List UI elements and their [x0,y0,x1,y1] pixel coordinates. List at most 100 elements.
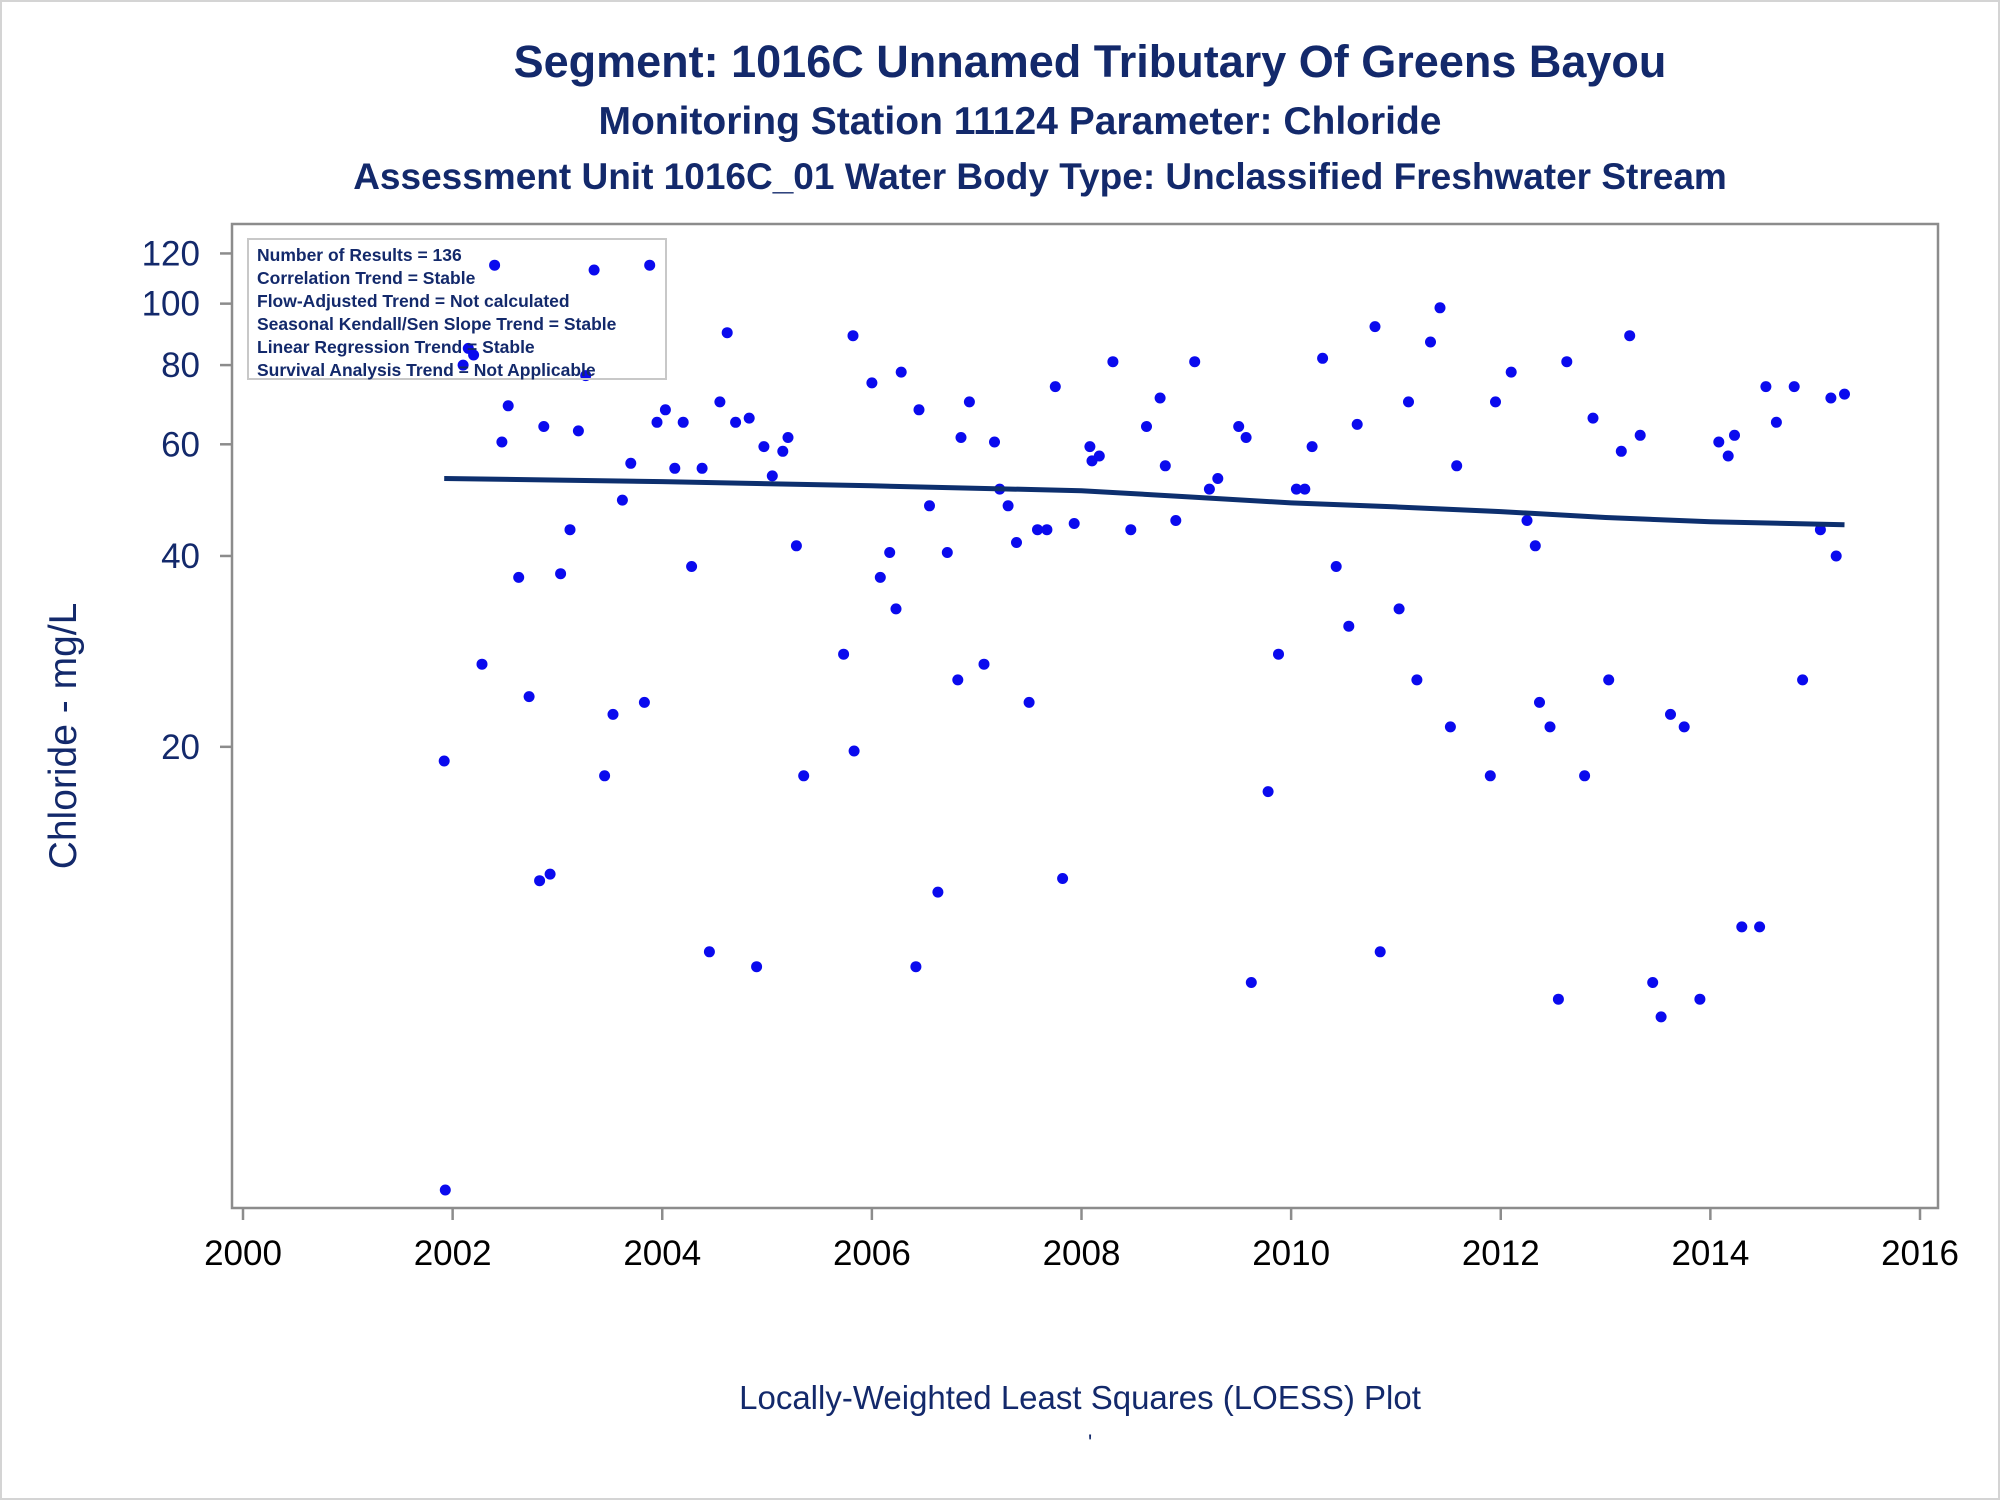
data-point [696,462,708,474]
data-point [730,416,742,428]
plot-area-border [230,222,1940,1210]
data-point [1041,524,1053,536]
data-point [572,425,584,437]
data-point [1343,620,1355,632]
data-point [438,755,450,767]
data-point [1624,330,1636,342]
data-point [1814,524,1826,536]
data-point [1002,500,1014,512]
data-point [798,770,810,782]
data-point [989,436,1000,448]
data-point [1125,524,1137,536]
data-point [1736,921,1748,933]
y-tick-label: 20 [161,728,200,767]
data-point [782,432,794,443]
data-point [1484,770,1496,782]
data-point [651,416,663,428]
data-point [777,445,789,457]
data-point [1011,537,1022,548]
data-point [1552,993,1564,1005]
data-point [1505,366,1517,378]
data-point [1233,421,1245,432]
data-point [1534,696,1545,708]
data-point [1839,388,1850,400]
data-point [978,658,990,670]
data-point [743,412,755,424]
data-point [644,259,656,271]
data-point [1544,721,1556,733]
data-point [890,603,902,615]
data-point [1760,381,1772,393]
data-point [838,648,850,660]
data-point [1212,473,1224,484]
data-point [1203,483,1215,495]
data-point [457,359,469,371]
data-point [1425,336,1436,348]
data-point [751,961,763,973]
data-point [607,708,619,720]
y-tick-label: 80 [161,346,200,385]
data-point [955,432,967,443]
data-point [588,264,600,276]
data-point [669,462,681,474]
data-point [616,494,628,506]
trend-stats-box: Number of Results = 136 Correlation Trend… [247,238,667,380]
data-point [1369,321,1381,333]
x-tick-label: 2012 [1462,1234,1540,1273]
data-point [766,470,778,482]
data-point [496,436,508,448]
data-point [1615,445,1627,457]
data-point [1529,540,1541,552]
data-point [1678,721,1690,733]
data-point [677,416,689,428]
data-point [1754,921,1766,933]
stats-box-line: Linear Regression Trend = Stable [257,337,535,357]
stats-box-line: Correlation Trend = Stable [257,268,476,288]
x-tick-label: 2016 [1881,1234,1959,1273]
data-point [555,568,567,580]
data-point [1490,396,1501,408]
data-point [1444,721,1456,733]
y-tick-label: 100 [142,285,200,324]
data-point [1141,421,1152,432]
data-point [1374,946,1386,958]
data-point [952,674,964,686]
data-point [523,691,535,703]
data-point [1299,483,1311,495]
data-point [924,500,935,512]
data-point [468,349,480,361]
data-point [703,946,715,958]
x-tick-label: 2010 [1252,1234,1330,1273]
data-point [941,547,953,558]
data-point [1411,674,1423,686]
data-point [895,366,907,378]
data-point [1825,392,1837,404]
data-point [866,377,878,389]
data-point [790,540,802,552]
data-point [513,571,525,583]
data-point [638,696,650,708]
data-point [1189,356,1201,368]
data-point [538,421,550,432]
data-point [1561,356,1573,368]
data-point [476,658,488,670]
data-point [932,886,944,898]
data-point [1722,450,1734,462]
data-point [1393,603,1405,615]
x-tick-label: 2006 [833,1234,911,1273]
data-point [1245,977,1257,988]
data-point [534,875,546,887]
footnote-mark: ' [1088,1430,1093,1455]
data-point [874,571,886,583]
data-point [1788,381,1800,393]
data-point [884,547,896,558]
chart-subtitle-2: Assessment Unit 1016C_01 Water Body Type… [353,156,1727,197]
data-point [847,330,859,342]
data-point [686,561,698,572]
data-point [564,524,576,536]
data-point [1665,708,1676,720]
data-point [544,868,556,880]
data-point [721,327,733,339]
